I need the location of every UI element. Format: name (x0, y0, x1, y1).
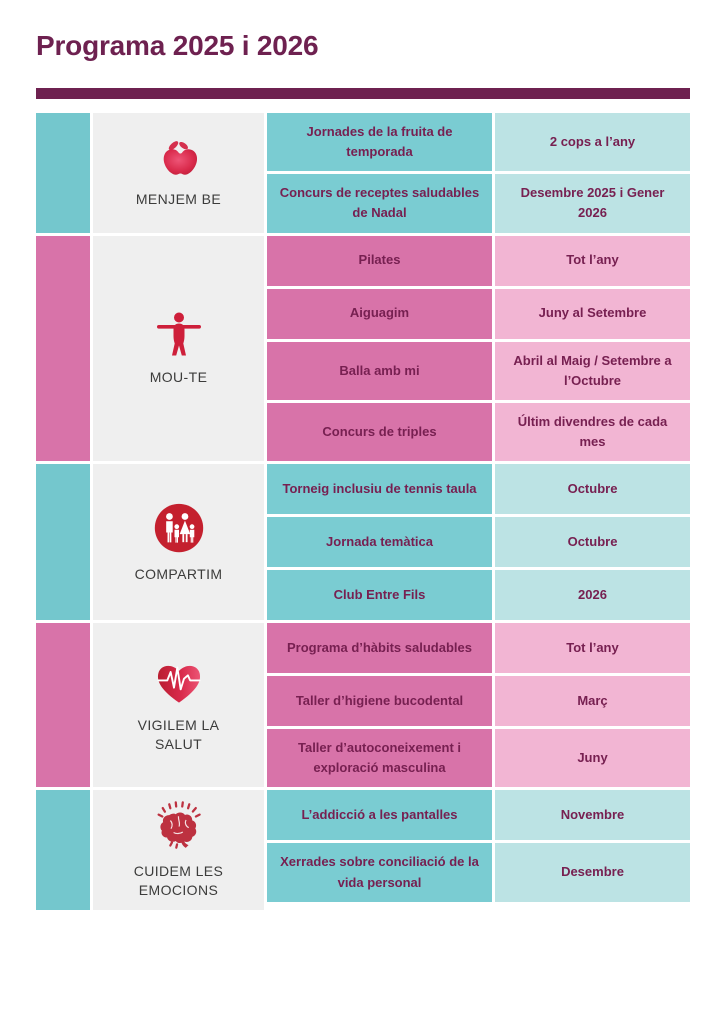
activity-cell: Taller d’autoconeixement i exploració ma… (267, 729, 492, 788)
section-vigilem-la-salut: VIGILEM LA SALUT Programa d’hàbits salud… (36, 623, 690, 788)
table-row: Torneig inclusiu de tennis taula Octubre (267, 464, 690, 515)
program-table: MENJEM BE Jornades de la fruita de tempo… (36, 113, 690, 911)
section-label-cell: MENJEM BE (93, 113, 264, 233)
section-accent-bar (36, 113, 90, 233)
activity-cell: Balla amb mi (267, 341, 492, 400)
activity-cell: Torneig inclusiu de tennis taula (267, 464, 492, 515)
table-row: Concurs de triples Últim divendres de ca… (267, 402, 690, 462)
activity-cell: Club Entre Fils (267, 570, 492, 621)
activity-cell: Pilates (267, 235, 492, 286)
section-label-cell: CUIDEM LES EMOCIONS (93, 790, 264, 911)
section-label: MENJEM BE (135, 191, 222, 208)
period-cell: Juny al Setembre (495, 288, 690, 339)
period-cell: 2 cops a l’any (495, 113, 690, 172)
table-row: Xerrades sobre conciliació de la vida pe… (267, 843, 690, 902)
section-label-cell: COMPARTIM (93, 464, 264, 621)
activity-cell: Aiguagim (267, 288, 492, 339)
activity-cell: Concurs de triples (267, 402, 492, 462)
table-row: L’addicció a les pantalles Novembre (267, 790, 690, 841)
section-menjem-be: MENJEM BE Jornades de la fruita de tempo… (36, 113, 690, 233)
period-cell: Desembre 2025 i Gener 2026 (495, 174, 690, 233)
period-cell: Octubre (495, 517, 690, 568)
section-compartim: COMPARTIM Torneig inclusiu de tennis tau… (36, 464, 690, 621)
section-rows: Pilates Tot l’any Aiguagim Juny al Setem… (267, 235, 690, 462)
page-title: Programa 2025 i 2026 (36, 30, 319, 61)
family-icon (152, 501, 206, 555)
section-label-cell: VIGILEM LA SALUT (93, 623, 264, 788)
section-accent-bar (36, 790, 90, 911)
period-cell: Desembre (495, 843, 690, 902)
title-divider-bar (36, 88, 690, 99)
activity-cell: Jornada temàtica (267, 517, 492, 568)
period-cell: Tot l’any (495, 623, 690, 674)
section-label-cell: MOU-TE (93, 235, 264, 462)
activity-cell: L’addicció a les pantalles (267, 790, 492, 841)
table-row: Club Entre Fils 2026 (267, 570, 690, 621)
section-accent-bar (36, 623, 90, 788)
table-row: Jornades de la fruita de temporada 2 cop… (267, 113, 690, 172)
table-row: Programa d’hàbits saludables Tot l’any (267, 623, 690, 674)
period-cell: Abril al Maig / Setembre a l’Octubre (495, 341, 690, 400)
period-cell: Últim divendres de cada mes (495, 402, 690, 462)
activity-cell: Concurs de receptes saludables de Nadal (267, 174, 492, 233)
section-accent-bar (36, 235, 90, 462)
section-label: COMPARTIM (134, 565, 223, 582)
table-row: Concurs de receptes saludables de Nadal … (267, 174, 690, 233)
section-label: MOU-TE (149, 368, 208, 385)
table-row: Aiguagim Juny al Setembre (267, 288, 690, 339)
period-cell: Març (495, 676, 690, 727)
table-row: Jornada temàtica Octubre (267, 517, 690, 568)
table-row: Taller d’higiene bucodental Març (267, 676, 690, 727)
activity-cell: Taller d’higiene bucodental (267, 676, 492, 727)
section-label: VIGILEM LA SALUT (137, 716, 220, 752)
period-cell: Juny (495, 729, 690, 788)
apple-icon (157, 136, 201, 180)
section-rows: Jornades de la fruita de temporada 2 cop… (267, 113, 690, 233)
program-page: Programa 2025 i 2026 (36, 30, 690, 911)
brain-icon (153, 800, 205, 852)
period-cell: Tot l’any (495, 235, 690, 286)
table-row: Taller d’autoconeixement i exploració ma… (267, 729, 690, 788)
period-cell: 2026 (495, 570, 690, 621)
section-cuidem-les-emocions: CUIDEM LES EMOCIONS L’addicció a les pan… (36, 790, 690, 911)
section-rows: Programa d’hàbits saludables Tot l’any T… (267, 623, 690, 788)
section-rows: Torneig inclusiu de tennis taula Octubre… (267, 464, 690, 621)
table-row: Balla amb mi Abril al Maig / Setembre a … (267, 341, 690, 400)
section-label: CUIDEM LES EMOCIONS (133, 863, 224, 899)
period-cell: Novembre (495, 790, 690, 841)
activity-cell: Xerrades sobre conciliació de la vida pe… (267, 843, 492, 902)
activity-cell: Programa d’hàbits saludables (267, 623, 492, 674)
section-rows: L’addicció a les pantalles Novembre Xerr… (267, 790, 690, 910)
section-mou-te: MOU-TE Pilates Tot l’any Aiguagim Juny a… (36, 235, 690, 462)
activity-cell: Jornades de la fruita de temporada (267, 113, 492, 172)
heart-ecg-icon (152, 657, 206, 706)
person-exercising-icon (155, 310, 203, 358)
period-cell: Octubre (495, 464, 690, 515)
section-accent-bar (36, 464, 90, 621)
table-row: Pilates Tot l’any (267, 235, 690, 286)
